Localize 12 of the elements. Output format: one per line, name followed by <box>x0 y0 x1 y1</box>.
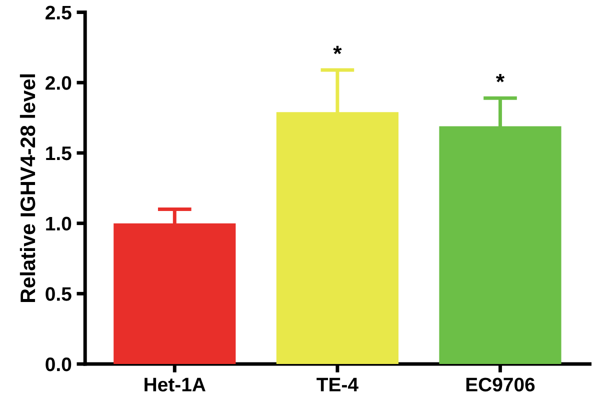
x-tick-label: TE-4 <box>316 378 358 392</box>
y-tick-label: 1.5 <box>46 146 72 160</box>
y-tick-label: 2.0 <box>46 76 72 90</box>
x-tick-label: Het-1A <box>144 378 206 392</box>
x-tick-label: EC9706 <box>466 378 535 392</box>
annotation: * <box>333 46 342 54</box>
y-axis-title: Relative IGHV4-28 level <box>20 74 36 302</box>
y-tick-label: 2.5 <box>46 6 72 20</box>
y-tick-label: 0.5 <box>46 287 72 301</box>
annotation: * <box>496 74 505 82</box>
y-tick-label: 0.0 <box>46 357 72 372</box>
y-tick-label: 1.0 <box>46 216 72 231</box>
